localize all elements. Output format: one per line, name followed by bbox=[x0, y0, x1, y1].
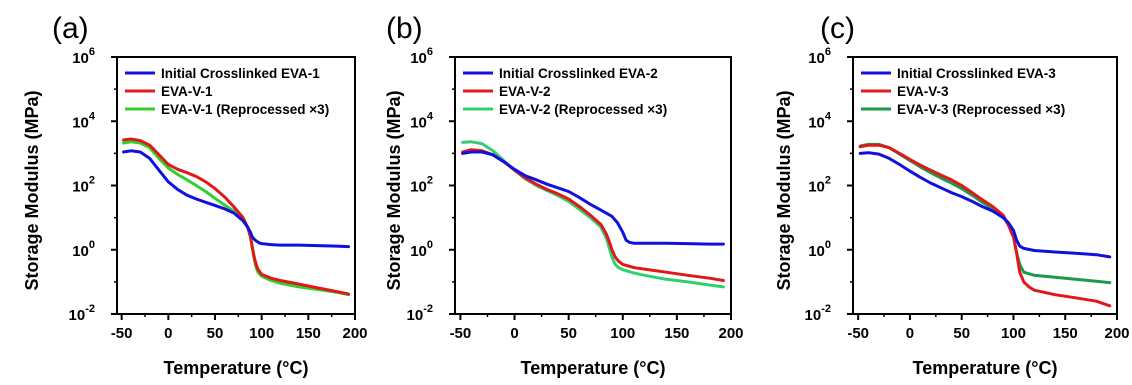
x-tick-label: 100 bbox=[249, 325, 274, 342]
y-tick-label: 106 bbox=[72, 46, 95, 67]
series-line-1 bbox=[122, 149, 350, 249]
legend-entry: Initial Crosslinked EVA-3 bbox=[897, 66, 1056, 81]
y-tick-label: 102 bbox=[808, 175, 831, 196]
y-tick-label: 10-2 bbox=[407, 303, 433, 324]
y-axis-title: Storage Modulus (MPa) bbox=[384, 90, 404, 290]
legend-entry: EVA-V-3 bbox=[897, 84, 949, 99]
legend-entry: EVA-V-2 (Reprocessed ×3) bbox=[499, 102, 667, 117]
x-tick-label: 0 bbox=[510, 325, 518, 342]
y-tick-label: 100 bbox=[72, 239, 95, 260]
y-tick-label: 104 bbox=[72, 110, 96, 131]
y-tick-label: 106 bbox=[808, 46, 831, 67]
legend-entry: Initial Crosslinked EVA-1 bbox=[161, 66, 320, 81]
plot-frame bbox=[852, 56, 1118, 315]
x-axis-title: Temperature (°C) bbox=[164, 358, 309, 378]
series-line-1 bbox=[461, 150, 725, 246]
x-tick-label: 100 bbox=[610, 325, 635, 342]
x-tick-label: 200 bbox=[1104, 325, 1129, 342]
chart-panel-2: (b) -50 0 50 100 150 200 10-2 100 102 104 106 Temper… bbox=[384, 12, 744, 378]
x-tick-label: -50 bbox=[847, 325, 869, 342]
legend-entry: Initial Crosslinked EVA-2 bbox=[499, 66, 658, 81]
x-tick-label: 150 bbox=[296, 325, 321, 342]
series-line-3 bbox=[461, 140, 725, 289]
x-tick-label: -50 bbox=[111, 325, 133, 342]
panel-label: (c) bbox=[820, 12, 855, 45]
x-axis-title: Temperature (°C) bbox=[913, 358, 1058, 378]
panel-label: (b) bbox=[386, 12, 423, 45]
x-tick-label: 200 bbox=[718, 325, 743, 342]
y-tick-label: 102 bbox=[410, 175, 433, 196]
x-tick-label: 150 bbox=[664, 325, 689, 342]
x-tick-label: 0 bbox=[164, 325, 172, 342]
series-line-3 bbox=[858, 142, 1112, 285]
y-tick-label: 100 bbox=[410, 239, 433, 260]
plot-frame bbox=[116, 56, 356, 315]
legend: Initial Crosslinked EVA-2 EVA-V-2 EVA-V-2 … bbox=[463, 66, 667, 117]
legend-entry: EVA-V-1 (Reprocessed ×3) bbox=[161, 102, 329, 117]
x-tick-label: 100 bbox=[1001, 325, 1026, 342]
x-tick-label: 200 bbox=[342, 325, 367, 342]
legend: Initial Crosslinked EVA-3 EVA-V-3 EVA-V-3 … bbox=[861, 66, 1065, 117]
y-tick-label: 102 bbox=[72, 175, 95, 196]
legend-entry: EVA-V-1 bbox=[161, 84, 213, 99]
y-axis-title: Storage Modulus (MPa) bbox=[22, 90, 42, 290]
y-axis-title: Storage Modulus (MPa) bbox=[774, 90, 794, 290]
series-line-2 bbox=[122, 137, 350, 296]
chart-panel-3: (c) -50 0 50 100 150 200 10-2 100 102 104 106 Temper… bbox=[774, 12, 1130, 378]
y-tick-label: 104 bbox=[410, 110, 434, 131]
y-tick-label: 106 bbox=[410, 46, 433, 67]
x-tick-label: 150 bbox=[1053, 325, 1078, 342]
panel-label: (a) bbox=[52, 12, 89, 45]
series-line-2 bbox=[461, 148, 725, 282]
legend: Initial Crosslinked EVA-1 EVA-V-1 EVA-V-1 … bbox=[125, 66, 329, 117]
y-tick-label: 10-2 bbox=[69, 303, 95, 324]
y-tick-label: 10-2 bbox=[805, 303, 831, 324]
x-tick-label: -50 bbox=[450, 325, 472, 342]
series-line-3 bbox=[122, 140, 350, 297]
x-tick-label: 50 bbox=[953, 325, 970, 342]
x-tick-label: 50 bbox=[560, 325, 577, 342]
x-tick-label: 50 bbox=[207, 325, 224, 342]
y-tick-label: 104 bbox=[808, 110, 832, 131]
legend-entry: EVA-V-2 bbox=[499, 84, 551, 99]
legend-entry: EVA-V-3 (Reprocessed ×3) bbox=[897, 102, 1065, 117]
x-tick-label: 0 bbox=[906, 325, 914, 342]
series-line-2 bbox=[858, 143, 1112, 308]
chart-panel-1: (a) -50 0 50 100 150 200 10-2 100 102 104 106 Temper… bbox=[22, 12, 368, 378]
y-tick-label: 100 bbox=[808, 239, 831, 260]
series-line-1 bbox=[858, 151, 1112, 259]
x-axis-title: Temperature (°C) bbox=[521, 358, 666, 378]
